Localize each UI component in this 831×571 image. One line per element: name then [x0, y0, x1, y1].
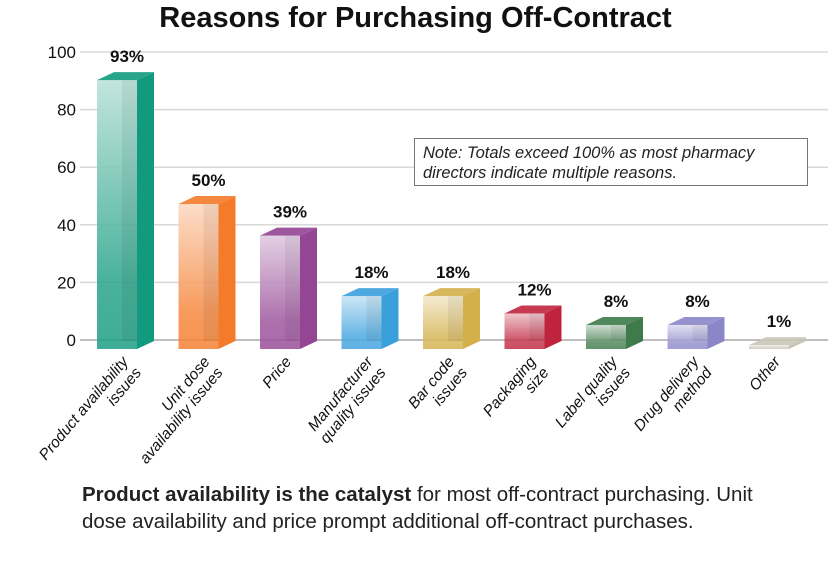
bar-top [504, 305, 562, 314]
bar-side [626, 316, 643, 349]
bar-side [789, 337, 806, 349]
data-label: 8% [685, 292, 710, 311]
x-tick-label: Drug deliverymethod [631, 353, 717, 446]
bar-top [667, 316, 725, 325]
bar-side [300, 227, 317, 349]
bar-side [707, 316, 725, 349]
x-tick-label: Bar codeissues [405, 353, 471, 423]
bar-inner-shade [529, 313, 545, 341]
y-tick-label: 100 [48, 43, 76, 62]
bar-highlight [504, 313, 545, 349]
bar-inner-shade [692, 324, 708, 341]
bar-top [260, 227, 317, 236]
y-tick-label: 80 [57, 101, 76, 120]
bar-inner-shade [122, 80, 137, 341]
chart-note: Note: Totals exceed 100% as most pharmac… [414, 138, 808, 186]
x-tick-label: Manufacturerquality issues [304, 353, 390, 447]
bar-highlight [97, 80, 137, 349]
bar-chart: 0 20 40 60 80 100 93% Product availabilityissue… [36, 43, 828, 475]
bar-side [218, 196, 236, 349]
bar-highlight [749, 345, 789, 349]
bar-side [544, 305, 562, 349]
bar-top [97, 72, 154, 81]
chart-title: Reasons for Purchasing Off-Contract [159, 2, 672, 34]
bar-highlight [667, 324, 708, 349]
x-tick-label: Other [746, 353, 784, 394]
x-tick-label: Price [259, 353, 295, 391]
data-label: 39% [273, 203, 307, 222]
y-tick-label: 60 [57, 158, 76, 177]
x-tick-label: Label qualityissues [552, 353, 635, 442]
y-tick-label: 0 [67, 331, 76, 350]
data-label: 18% [354, 263, 388, 282]
bar-top [586, 316, 643, 325]
bar-top [178, 196, 236, 204]
caption-text: for most off-contract purchasing. Unit d… [82, 483, 753, 533]
data-label: 12% [517, 280, 551, 299]
bar-inner-shade [203, 204, 219, 341]
caption-bold: Product availability is the catalyst [82, 483, 412, 506]
bar-inner-shade [366, 296, 382, 341]
x-tick-label: Packagingsize [480, 353, 553, 431]
bar-highlight [341, 296, 382, 349]
y-tick-label: 40 [57, 216, 76, 235]
bar-highlight [586, 324, 626, 349]
bar-top [423, 288, 480, 297]
data-label: 18% [436, 263, 470, 282]
data-label: 93% [110, 47, 144, 66]
bar-inner-shade [285, 235, 300, 341]
y-tick-label: 20 [57, 273, 76, 292]
bar-side [137, 72, 154, 349]
bar-inner-shade [448, 296, 463, 341]
bar-top [341, 288, 399, 297]
data-label: 1% [767, 312, 792, 331]
bar-top [749, 337, 806, 346]
bar-side [381, 288, 399, 349]
bar-highlight [178, 204, 219, 349]
data-label: 50% [191, 171, 225, 190]
bar-inner-shade [611, 324, 626, 341]
bar-highlight [260, 235, 300, 349]
x-tick-label: Product availabilityissues [36, 353, 146, 475]
data-label: 8% [604, 292, 629, 311]
x-tick-label: Unit doseavailability issues [124, 353, 227, 467]
caption: Product availability is the catalyst for… [82, 481, 782, 535]
bar-side [463, 288, 480, 349]
bar-highlight [423, 296, 463, 349]
